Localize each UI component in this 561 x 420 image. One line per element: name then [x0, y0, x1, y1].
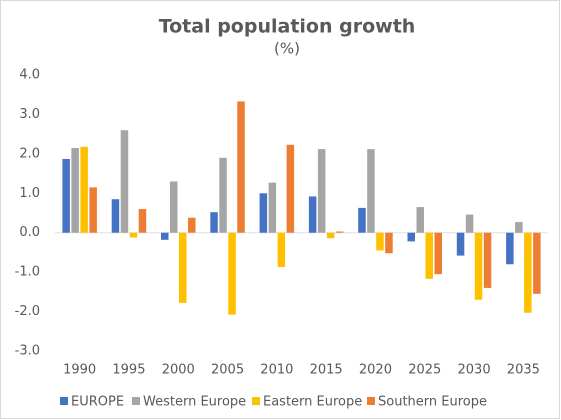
bar [335, 231, 344, 233]
bar [89, 187, 97, 233]
bar [474, 232, 483, 300]
chart-subtitle: (%) [274, 40, 300, 58]
y-tick-label: 2.0 [19, 146, 40, 161]
bar [71, 147, 79, 233]
bar [533, 232, 541, 294]
bar [286, 144, 295, 233]
bar [170, 181, 178, 233]
bar [219, 157, 227, 233]
bar [376, 232, 384, 251]
x-tick-label: 1995 [112, 363, 145, 378]
bar [268, 182, 277, 233]
y-tick-label: -2.0 [15, 304, 40, 319]
y-tick-label: 1.0 [19, 186, 40, 201]
y-tick-label: -3.0 [15, 344, 40, 359]
legend-swatch [132, 397, 140, 405]
bar [237, 101, 245, 233]
bar [434, 232, 442, 275]
bar [367, 149, 375, 233]
bar [277, 232, 286, 268]
legend-label: Eastern Europe [263, 395, 362, 410]
bar [161, 232, 169, 240]
bar [515, 222, 523, 233]
bar [210, 212, 218, 233]
bar [228, 232, 236, 315]
bar [407, 232, 415, 242]
x-tick-label: 2005 [211, 363, 244, 378]
x-tick-label: 2000 [162, 363, 195, 378]
bar [358, 207, 366, 233]
x-tick-label: 2010 [260, 363, 293, 378]
bar [524, 232, 532, 313]
x-tick-label: 2015 [310, 363, 343, 378]
y-tick-label: 0.0 [19, 225, 40, 240]
bar [80, 146, 88, 233]
y-tick-label: 4.0 [19, 68, 40, 83]
bar [317, 149, 326, 233]
bar [506, 232, 514, 265]
legend-swatch [367, 397, 375, 405]
y-tick-label: -1.0 [15, 265, 40, 280]
bar [308, 196, 317, 233]
bar [179, 232, 187, 303]
x-tick-label: 2030 [458, 363, 491, 378]
bar [465, 214, 474, 233]
legend-swatch [60, 397, 68, 405]
bar [456, 232, 465, 256]
legend-swatch [252, 397, 260, 405]
legend-label: Southern Europe [378, 395, 487, 410]
bar [259, 193, 268, 233]
x-tick-label: 2035 [507, 363, 540, 378]
bar [120, 130, 129, 233]
bar [62, 158, 70, 233]
bar [483, 232, 492, 288]
bar [425, 232, 433, 279]
bar [188, 217, 196, 233]
bar [385, 232, 393, 254]
bar [111, 199, 120, 233]
x-tick-label: 1990 [63, 363, 96, 378]
x-tick-label: 2025 [408, 363, 441, 378]
legend-label: EUROPE [71, 395, 124, 410]
chart-title: Total population growth [159, 16, 416, 38]
bar [326, 232, 335, 239]
y-tick-label: 3.0 [19, 107, 40, 122]
bar [416, 207, 424, 233]
bar [138, 209, 147, 233]
legend-label: Western Europe [143, 395, 246, 410]
x-tick-label: 2020 [359, 363, 392, 378]
bar [129, 232, 138, 238]
